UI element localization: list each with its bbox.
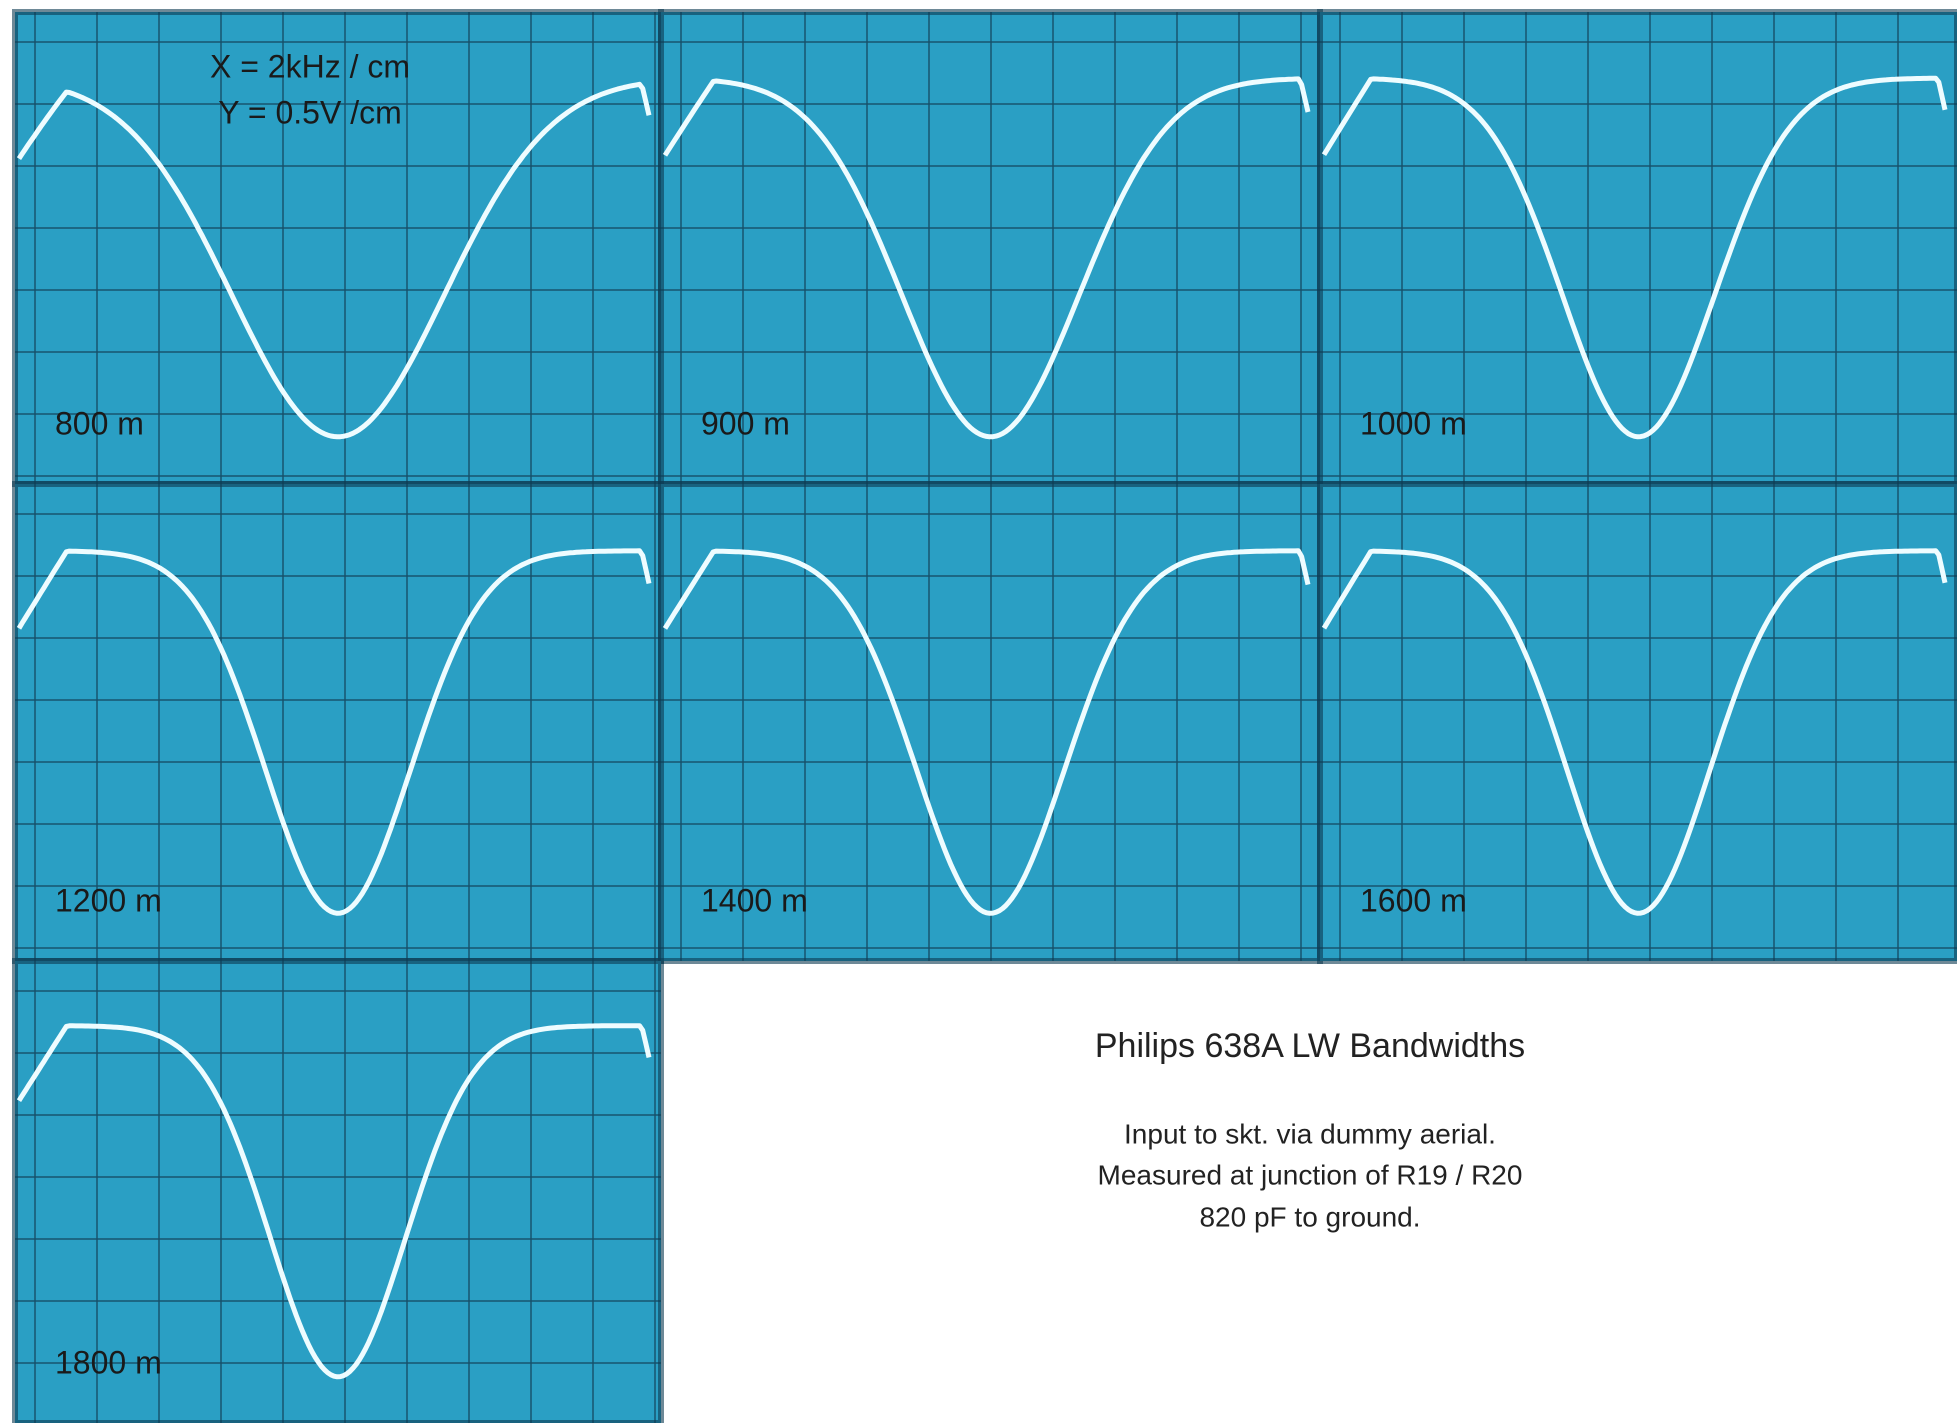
scope-panel: 1200 m (15, 484, 661, 961)
scope-panel: 1400 m (661, 484, 1320, 961)
panel-label: 800 m (55, 405, 144, 441)
panel-label: 1800 m (55, 1344, 162, 1380)
collage: 800 m 900 m 1000 m 1200 m 1400 m 1600 m 1800 m… (0, 0, 1957, 1423)
caption-line: Measured at junction of R19 / R20 (1098, 1159, 1523, 1190)
panel-label: 900 m (701, 405, 790, 441)
caption-title: Philips 638A LW Bandwidths (1095, 1027, 1525, 1065)
scope-panel: 1800 m (15, 961, 661, 1423)
caption-line: 820 pF to ground. (1199, 1201, 1420, 1232)
panel-label: 1200 m (55, 882, 162, 918)
scope-panel: 1000 m (1320, 12, 1957, 484)
caption-line: Input to skt. via dummy aerial. (1124, 1118, 1496, 1149)
panel-label: 1600 m (1360, 882, 1467, 918)
scale-note: X = 2kHz / cm (210, 48, 410, 84)
scale-note: Y = 0.5V /cm (218, 94, 402, 130)
scope-panel: 900 m (661, 12, 1320, 484)
panel-label: 1400 m (701, 882, 808, 918)
scope-panel: 1600 m (1320, 484, 1957, 961)
panel-label: 1000 m (1360, 405, 1467, 441)
